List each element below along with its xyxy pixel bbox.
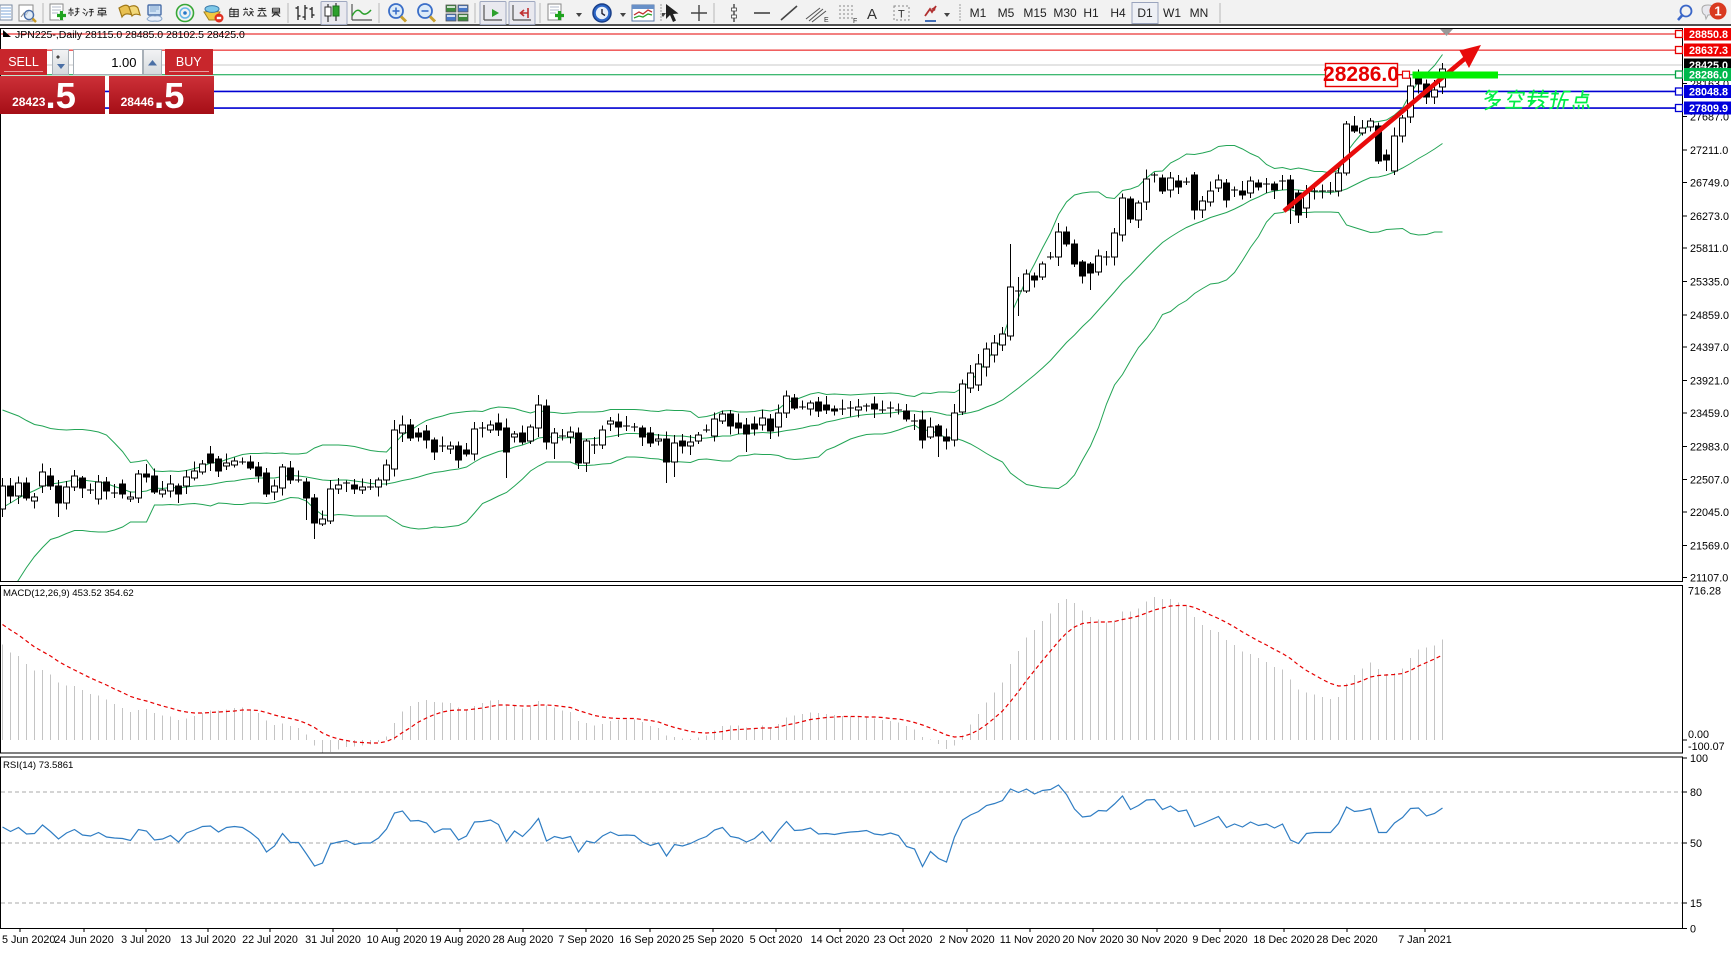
svg-text:22045.0: 22045.0 bbox=[1690, 507, 1729, 519]
svg-text:31 Jul 2020: 31 Jul 2020 bbox=[305, 934, 361, 946]
svg-text:M15: M15 bbox=[1023, 6, 1047, 20]
svg-text:23459.0: 23459.0 bbox=[1690, 408, 1729, 420]
svg-text:T: T bbox=[898, 9, 905, 21]
svg-text:H4: H4 bbox=[1110, 6, 1126, 20]
svg-text:50: 50 bbox=[1690, 838, 1702, 850]
svg-text:15: 15 bbox=[1690, 898, 1702, 910]
svg-text:16 Sep 2020: 16 Sep 2020 bbox=[619, 934, 680, 946]
svg-text:716.28: 716.28 bbox=[1688, 586, 1721, 598]
svg-text:22 Jul 2020: 22 Jul 2020 bbox=[242, 934, 298, 946]
svg-text:28286.0: 28286.0 bbox=[1323, 63, 1399, 86]
svg-text:22983.0: 22983.0 bbox=[1690, 442, 1729, 454]
svg-text:26273.0: 26273.0 bbox=[1690, 211, 1729, 223]
svg-text:28286.0: 28286.0 bbox=[1689, 70, 1728, 82]
svg-text:9 Dec 2020: 9 Dec 2020 bbox=[1192, 934, 1247, 946]
svg-text:M5: M5 bbox=[998, 6, 1015, 20]
svg-text:10 Aug 2020: 10 Aug 2020 bbox=[367, 934, 428, 946]
svg-text:RSI(14) 73.5861: RSI(14) 73.5861 bbox=[3, 760, 73, 771]
svg-text:0: 0 bbox=[1690, 924, 1696, 936]
svg-text:28 Aug 2020: 28 Aug 2020 bbox=[493, 934, 554, 946]
svg-text:MACD(12,26,9) 453.52 354.62: MACD(12,26,9) 453.52 354.62 bbox=[3, 588, 134, 599]
svg-text:30 Nov 2020: 30 Nov 2020 bbox=[1126, 934, 1187, 946]
svg-text:13 Jul 2020: 13 Jul 2020 bbox=[180, 934, 236, 946]
svg-text:F: F bbox=[853, 18, 857, 25]
svg-text:21569.0: 21569.0 bbox=[1690, 541, 1729, 553]
svg-text:28048.8: 28048.8 bbox=[1689, 87, 1728, 99]
svg-text:80: 80 bbox=[1690, 787, 1702, 799]
svg-text:25335.0: 25335.0 bbox=[1690, 277, 1729, 289]
svg-text:M1: M1 bbox=[970, 6, 987, 20]
svg-text:5 Jun 2020: 5 Jun 2020 bbox=[2, 934, 55, 946]
svg-text:W1: W1 bbox=[1163, 6, 1181, 20]
svg-text:28637.3: 28637.3 bbox=[1689, 45, 1728, 57]
svg-text:1: 1 bbox=[1714, 4, 1721, 19]
svg-text:3 Jul 2020: 3 Jul 2020 bbox=[121, 934, 171, 946]
svg-text:D1: D1 bbox=[1137, 6, 1153, 20]
svg-text:0.00: 0.00 bbox=[1688, 729, 1709, 741]
svg-text:28850.8: 28850.8 bbox=[1689, 29, 1728, 41]
svg-text:7 Jan 2021: 7 Jan 2021 bbox=[1398, 934, 1451, 946]
svg-text:27211.0: 27211.0 bbox=[1690, 145, 1728, 157]
svg-text:23 Oct 2020: 23 Oct 2020 bbox=[874, 934, 933, 946]
svg-text:20 Nov 2020: 20 Nov 2020 bbox=[1062, 934, 1123, 946]
svg-text:19 Aug 2020: 19 Aug 2020 bbox=[430, 934, 491, 946]
svg-text:24859.0: 24859.0 bbox=[1690, 310, 1729, 322]
svg-text:A: A bbox=[867, 6, 877, 23]
svg-text:5 Oct 2020: 5 Oct 2020 bbox=[750, 934, 803, 946]
svg-text:MN: MN bbox=[1190, 6, 1209, 20]
svg-text:100: 100 bbox=[1690, 753, 1708, 765]
svg-text:22507.0: 22507.0 bbox=[1690, 475, 1729, 487]
svg-text:-100.07: -100.07 bbox=[1688, 741, 1725, 753]
svg-text:JPN225-,Daily 28115.0 28485.0: JPN225-,Daily 28115.0 28485.0 28102.5 28… bbox=[15, 29, 245, 41]
svg-text:7 Sep 2020: 7 Sep 2020 bbox=[558, 934, 613, 946]
svg-text:25 Sep 2020: 25 Sep 2020 bbox=[682, 934, 743, 946]
svg-text:24397.0: 24397.0 bbox=[1690, 342, 1729, 354]
svg-text:11 Nov 2020: 11 Nov 2020 bbox=[1000, 934, 1060, 946]
svg-text:25811.0: 25811.0 bbox=[1690, 243, 1728, 255]
svg-text:23921.0: 23921.0 bbox=[1690, 376, 1729, 388]
svg-text:14 Oct 2020: 14 Oct 2020 bbox=[811, 934, 870, 946]
svg-text:27809.9: 27809.9 bbox=[1689, 103, 1728, 115]
svg-text:18 Dec 2020: 18 Dec 2020 bbox=[1253, 934, 1314, 946]
svg-text:24 Jun 2020: 24 Jun 2020 bbox=[54, 934, 113, 946]
svg-text:2 Nov 2020: 2 Nov 2020 bbox=[939, 934, 994, 946]
svg-text:E: E bbox=[824, 17, 829, 24]
svg-text:28 Dec 2020: 28 Dec 2020 bbox=[1316, 934, 1377, 946]
svg-text:M30: M30 bbox=[1053, 6, 1077, 20]
svg-text:26749.0: 26749.0 bbox=[1690, 178, 1729, 190]
svg-text:H1: H1 bbox=[1083, 6, 1099, 20]
svg-text:21107.0: 21107.0 bbox=[1690, 573, 1728, 585]
